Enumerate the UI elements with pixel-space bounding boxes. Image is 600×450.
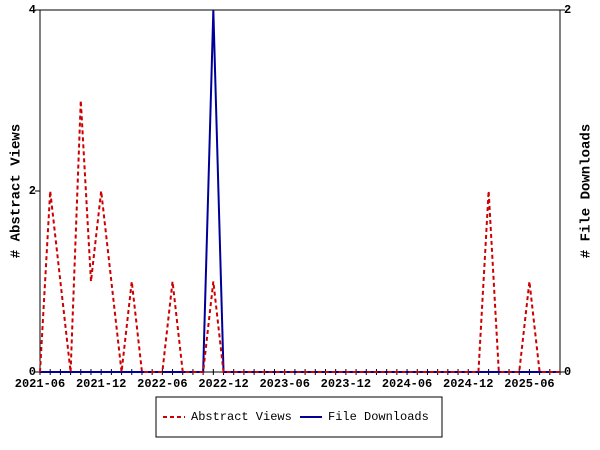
x-tick-label: 2023-12 [321, 377, 371, 391]
legend-box [155, 396, 443, 438]
y2-axis-title: # File Downloads [579, 124, 595, 258]
x-tick-label: 2021-06 [15, 377, 65, 391]
y-tick-label: 4 [29, 3, 36, 17]
x-tick-label: 2024-06 [382, 377, 432, 391]
y-tick-label: 0 [29, 365, 36, 379]
x-tick-label: 2023-06 [259, 377, 309, 391]
y-tick-label: 2 [29, 184, 36, 198]
x-tick-label: 2024-12 [443, 377, 493, 391]
series-line [40, 9, 560, 373]
x-tick-label: 2022-06 [137, 377, 187, 391]
x-tick-label: 2021-12 [76, 377, 126, 391]
x-tick-label: 2022-12 [198, 377, 248, 391]
legend-label: Abstract Views [191, 410, 292, 424]
y-axis-title: # Abstract Views [9, 124, 25, 258]
legend-label: File Downloads [328, 410, 429, 424]
y2-tick-label: 0 [564, 365, 571, 379]
y2-tick-label: 2 [564, 3, 571, 17]
series-line [39, 100, 560, 373]
x-tick-label: 2025-06 [504, 377, 554, 391]
plot-frame [39, 9, 561, 373]
